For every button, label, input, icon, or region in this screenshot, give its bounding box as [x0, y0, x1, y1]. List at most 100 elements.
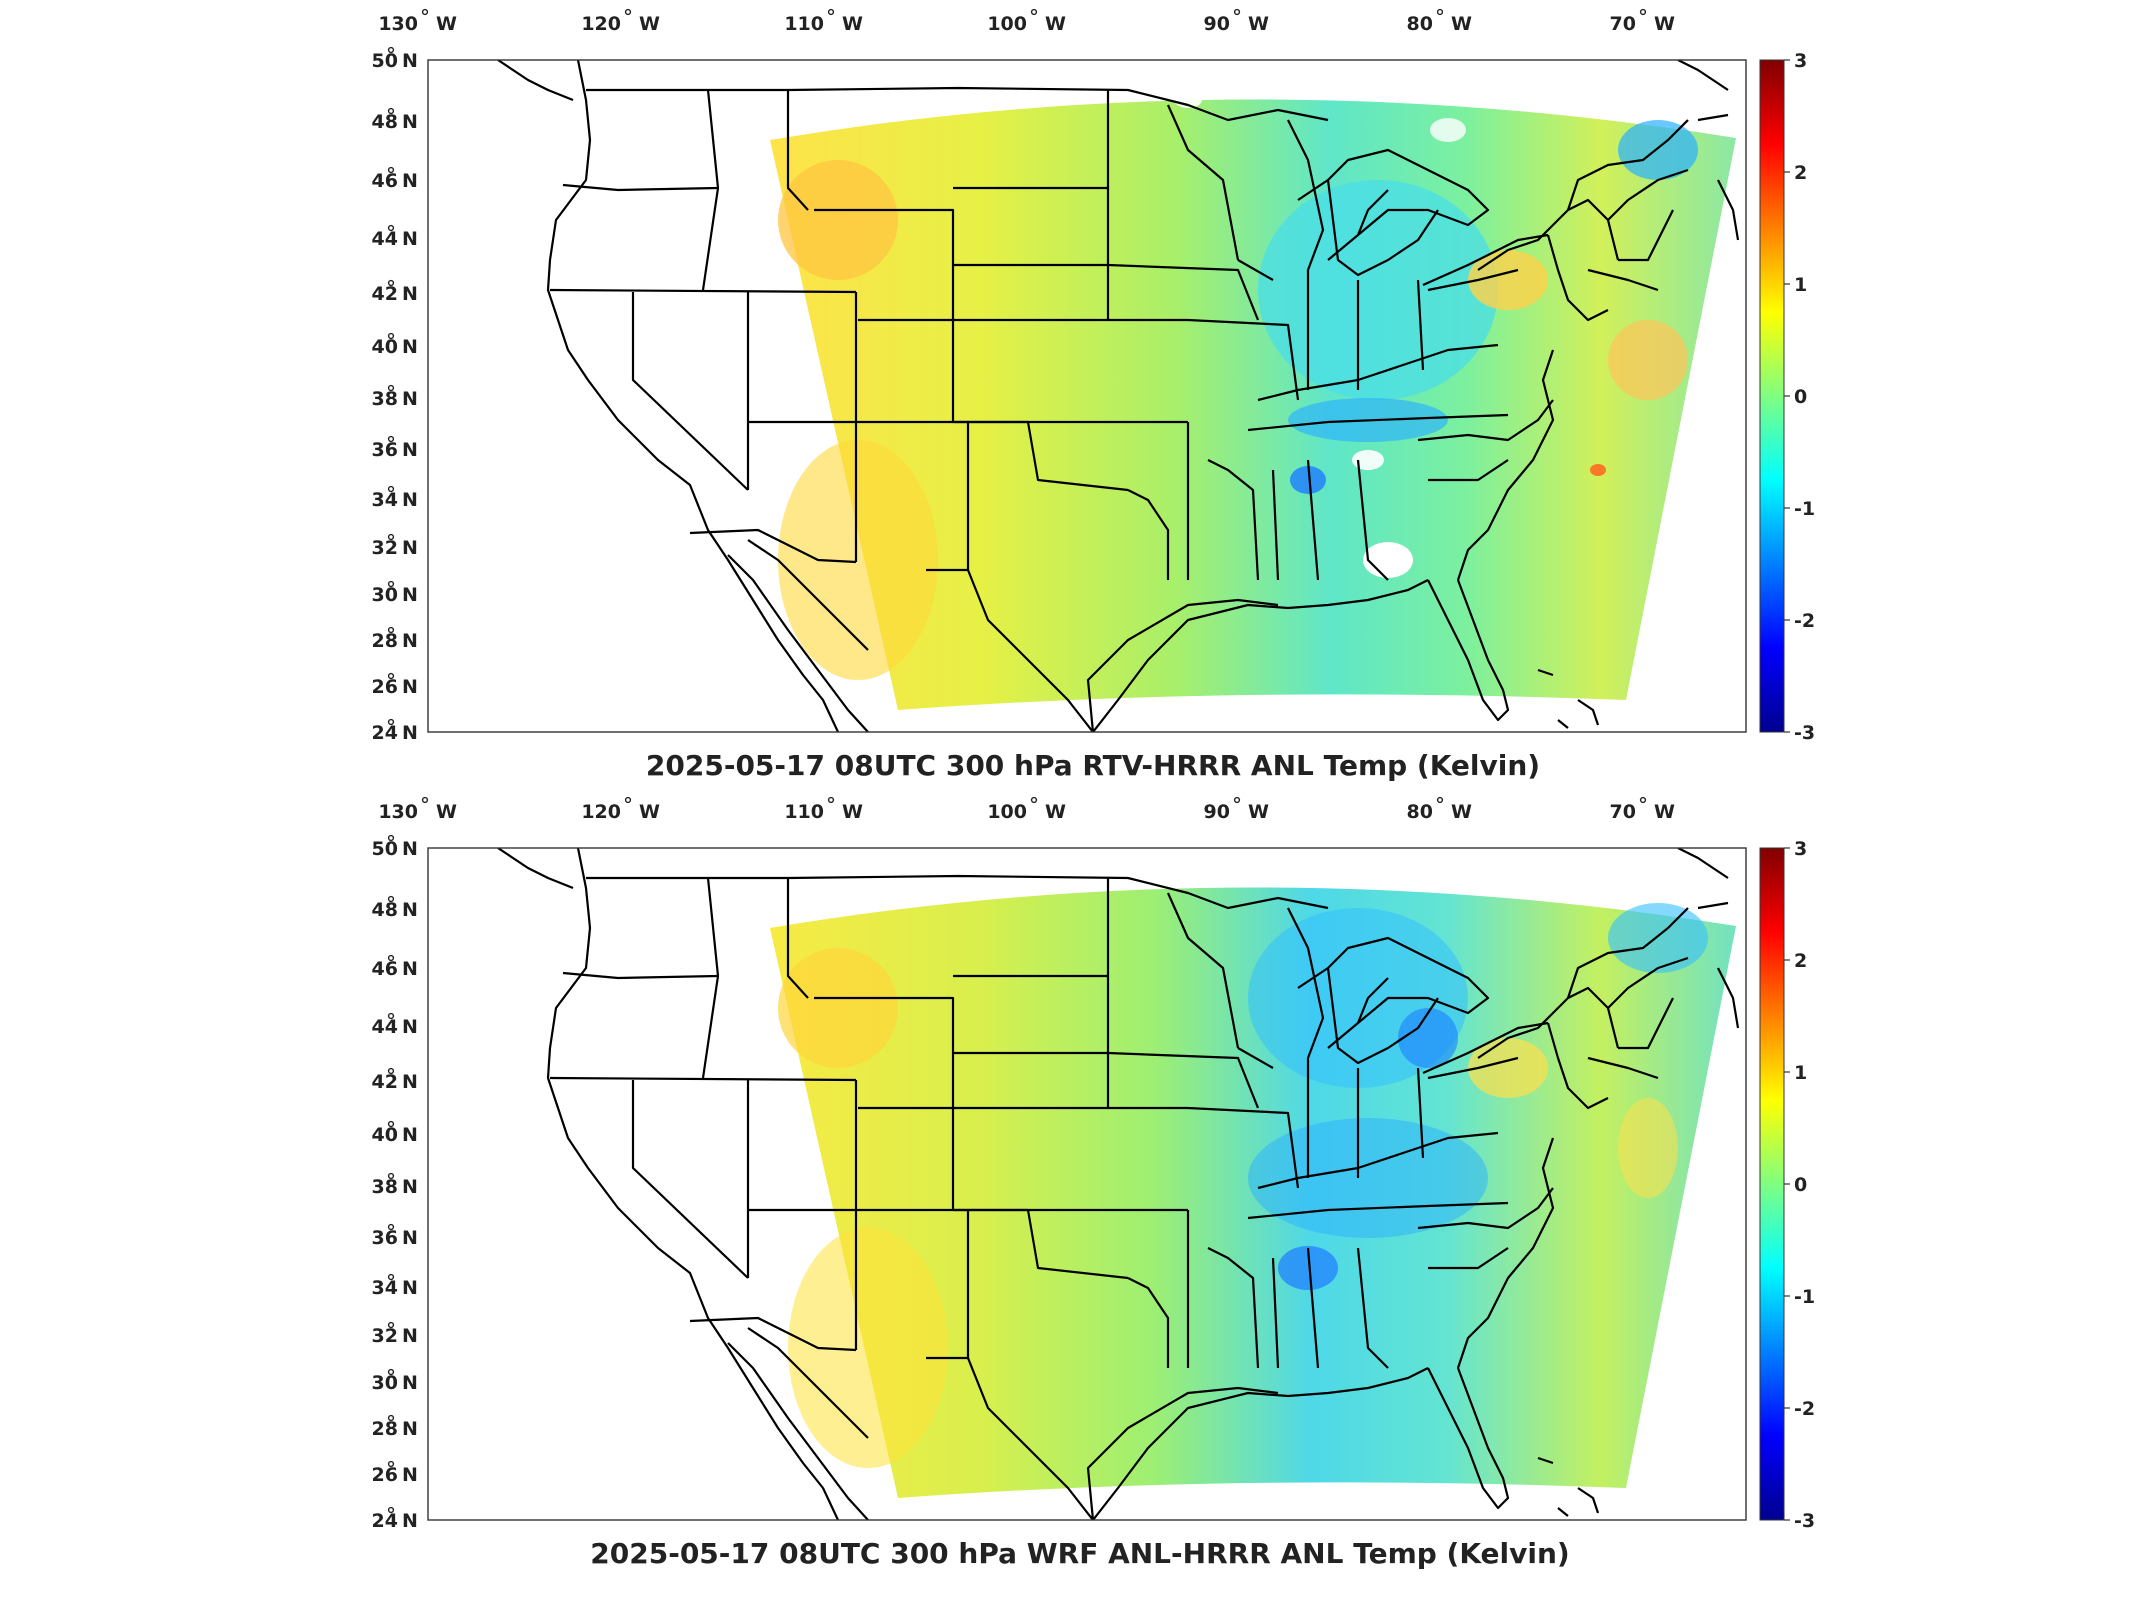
lat-hemisphere: N	[402, 111, 418, 133]
degree-symbol	[827, 8, 835, 16]
degree-symbol	[387, 384, 395, 392]
degree-symbol	[387, 1120, 395, 1128]
lat-hemisphere: N	[402, 439, 418, 461]
colorbar-tick-label: 0	[1794, 1174, 1807, 1196]
lon-hemisphere: W	[842, 13, 863, 35]
lon-hemisphere: W	[1045, 13, 1066, 35]
lat-label: 40	[372, 1124, 398, 1146]
colorbar-tick-label: 3	[1794, 50, 1807, 72]
lat-label: 42	[372, 1071, 398, 1093]
degree-symbol	[387, 718, 395, 726]
lat-hemisphere: N	[402, 50, 418, 72]
colorbar-tick-label: 1	[1794, 274, 1807, 296]
lat-hemisphere: N	[402, 336, 418, 358]
lat-hemisphere: N	[402, 1464, 418, 1486]
degree-symbol	[387, 1273, 395, 1281]
degree-symbol	[387, 672, 395, 680]
lon-hemisphere: W	[842, 801, 863, 823]
lat-label: 36	[372, 439, 398, 461]
degree-symbol	[827, 796, 835, 804]
degree-symbol	[387, 107, 395, 115]
lat-hemisphere: N	[402, 489, 418, 511]
lon-hemisphere: W	[1451, 13, 1472, 35]
colorbar-tick-label: 1	[1794, 1062, 1807, 1084]
lon-label: 100	[987, 13, 1027, 35]
lat-label: 38	[372, 388, 398, 410]
lat-label: 34	[372, 1277, 398, 1299]
degree-symbol	[387, 580, 395, 588]
lat-label: 32	[372, 1325, 398, 1347]
colorbar-tick-label: 0	[1794, 386, 1807, 408]
degree-symbol	[1030, 8, 1038, 16]
lat-hemisphere: N	[402, 283, 418, 305]
lat-label: 26	[372, 676, 398, 698]
degree-symbol	[387, 224, 395, 232]
degree-symbol	[387, 332, 395, 340]
lat-hemisphere: N	[402, 584, 418, 606]
degree-symbol	[387, 435, 395, 443]
degree-symbol	[1030, 796, 1038, 804]
degree-symbol	[624, 8, 632, 16]
lat-hemisphere: N	[402, 1124, 418, 1146]
degree-symbol	[387, 485, 395, 493]
degree-symbol	[1639, 796, 1647, 804]
lat-label: 24	[372, 722, 398, 744]
lat-label: 32	[372, 537, 398, 559]
lat-axis: 50 N48 N46 N44 N42 N40 N38 N36 N34 N32 N30 N28 N26 N2…	[372, 46, 418, 744]
lat-hemisphere: N	[402, 1325, 418, 1347]
lat-label: 50	[372, 50, 398, 72]
degree-symbol	[387, 834, 395, 842]
lon-label: 120	[581, 801, 621, 823]
lat-label: 40	[372, 336, 398, 358]
lat-label: 34	[372, 489, 398, 511]
lon-hemisphere: W	[1654, 13, 1675, 35]
degree-symbol	[387, 166, 395, 174]
colorbar-tick-label: 2	[1794, 162, 1807, 184]
lon-label: 130	[378, 801, 418, 823]
lat-hemisphere: N	[402, 899, 418, 921]
lon-label: 80	[1407, 13, 1433, 35]
map-frame	[427, 59, 1747, 733]
degree-symbol	[387, 1223, 395, 1231]
lat-hemisphere: N	[402, 170, 418, 192]
colorbar-tick-label: -2	[1794, 1398, 1815, 1420]
lat-hemisphere: N	[402, 1277, 418, 1299]
lon-label: 90	[1204, 801, 1230, 823]
lat-hemisphere: N	[402, 388, 418, 410]
degree-symbol	[387, 46, 395, 54]
lat-label: 46	[372, 958, 398, 980]
lon-hemisphere: W	[1045, 801, 1066, 823]
degree-symbol	[387, 279, 395, 287]
lon-label: 110	[784, 13, 824, 35]
lat-axis: 50 N48 N46 N44 N42 N40 N38 N36 N34 N32 N30 N28 N26 N2…	[372, 834, 418, 1532]
lat-hemisphere: N	[402, 1176, 418, 1198]
lon-label: 80	[1407, 801, 1433, 823]
lon-hemisphere: W	[639, 13, 660, 35]
lat-label: 38	[372, 1176, 398, 1198]
lon-hemisphere: W	[436, 13, 457, 35]
lat-label: 48	[372, 111, 398, 133]
lat-label: 44	[372, 228, 398, 250]
lat-label: 28	[372, 630, 398, 652]
degree-symbol	[387, 626, 395, 634]
degree-symbol	[1436, 8, 1444, 16]
lat-label: 42	[372, 283, 398, 305]
degree-symbol	[387, 1012, 395, 1020]
degree-symbol	[387, 1506, 395, 1514]
lon-hemisphere: W	[1248, 13, 1269, 35]
lon-axis: 130 W 120 W 110 W 100 W 90 W 80 W 70 W	[378, 796, 1675, 823]
lat-label: 28	[372, 1418, 398, 1440]
lon-axis: 130 W 120 W 110 W 100 W 90 W 80 W 70 W	[378, 8, 1675, 35]
map-panel-wrf: 130 W 120 W 110 W 100 W 90 W 80 W 70 W 50 N48 N46 N44 N42…	[372, 796, 1815, 1570]
lat-hemisphere: N	[402, 722, 418, 744]
degree-symbol	[1639, 8, 1647, 16]
lat-label: 50	[372, 838, 398, 860]
degree-symbol	[387, 1368, 395, 1376]
colorbar-tick-label: -3	[1794, 722, 1815, 744]
degree-symbol	[624, 796, 632, 804]
degree-symbol	[1233, 796, 1241, 804]
degree-symbol	[387, 1172, 395, 1180]
lat-hemisphere: N	[402, 1071, 418, 1093]
lon-hemisphere: W	[639, 801, 660, 823]
colorbar-tick-label: -1	[1794, 498, 1815, 520]
